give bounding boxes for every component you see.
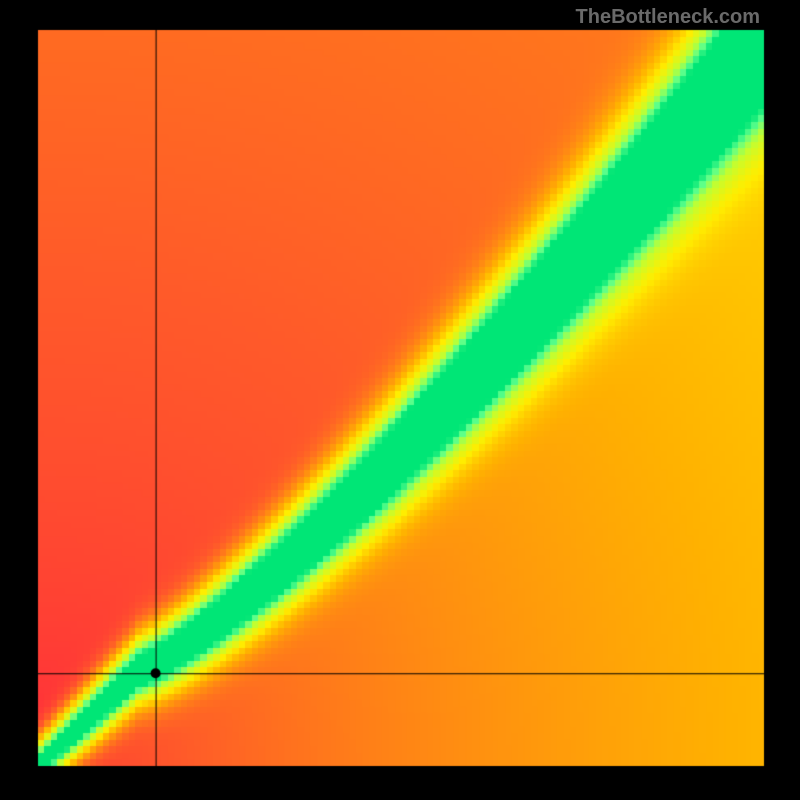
heatmap-canvas — [0, 0, 800, 800]
chart-container: TheBottleneck.com — [0, 0, 800, 800]
watermark: TheBottleneck.com — [576, 6, 760, 29]
